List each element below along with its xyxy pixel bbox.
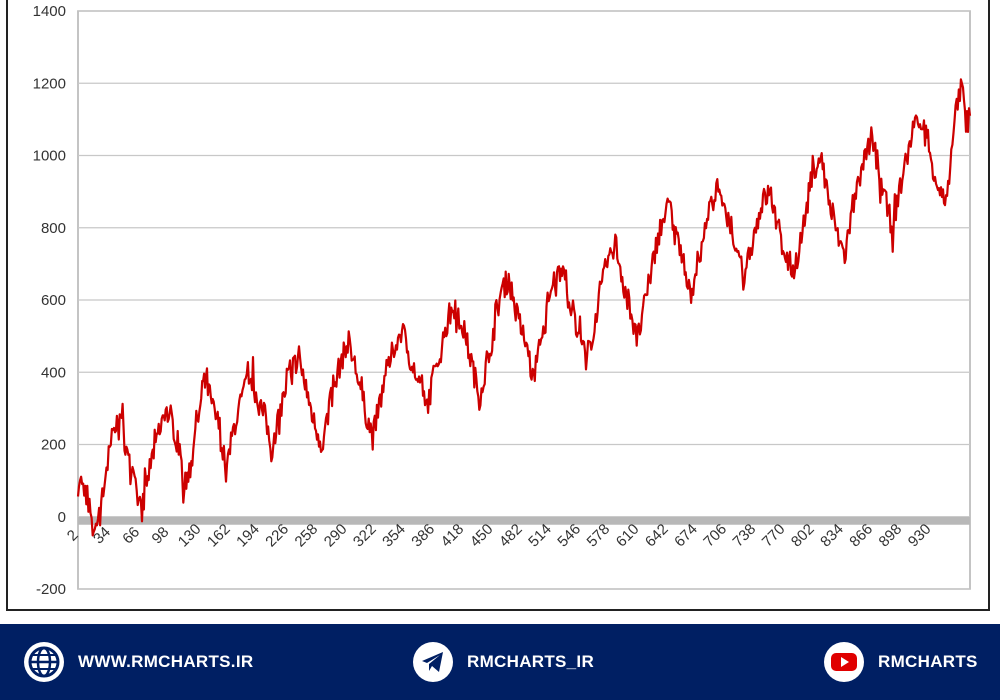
telegram-label: RMCHARTS_IR — [467, 652, 595, 671]
youtube-label: RMCHARTS — [878, 652, 978, 671]
y-tick-label: 200 — [41, 437, 66, 454]
y-tick-label: 400 — [41, 364, 66, 381]
y-tick-label: -200 — [36, 581, 66, 598]
footer-telegram[interactable]: RMCHARTS_IR — [413, 640, 594, 684]
footer-website[interactable]: WWW.RMCHARTS.IR — [24, 640, 253, 684]
website-label: WWW.RMCHARTS.IR — [78, 652, 254, 671]
y-tick-label: 1000 — [33, 148, 66, 165]
footer-bar: WWW.RMCHARTS.IR RMCHARTS_IR RMCHARTS — [0, 624, 1000, 700]
series-line-0 — [76, 78, 972, 537]
youtube-icon — [824, 642, 864, 682]
y-tick-label: 1200 — [33, 75, 66, 92]
footer-youtube[interactable]: RMCHARTS — [824, 640, 978, 684]
y-tick-label: 600 — [41, 292, 66, 309]
x-axis-band — [78, 516, 970, 525]
globe-icon — [24, 642, 64, 682]
y-tick-label: 800 — [41, 220, 66, 237]
y-tick-label: 1400 — [33, 3, 66, 20]
y-tick-label: 0 — [58, 509, 66, 526]
telegram-icon — [413, 642, 453, 682]
